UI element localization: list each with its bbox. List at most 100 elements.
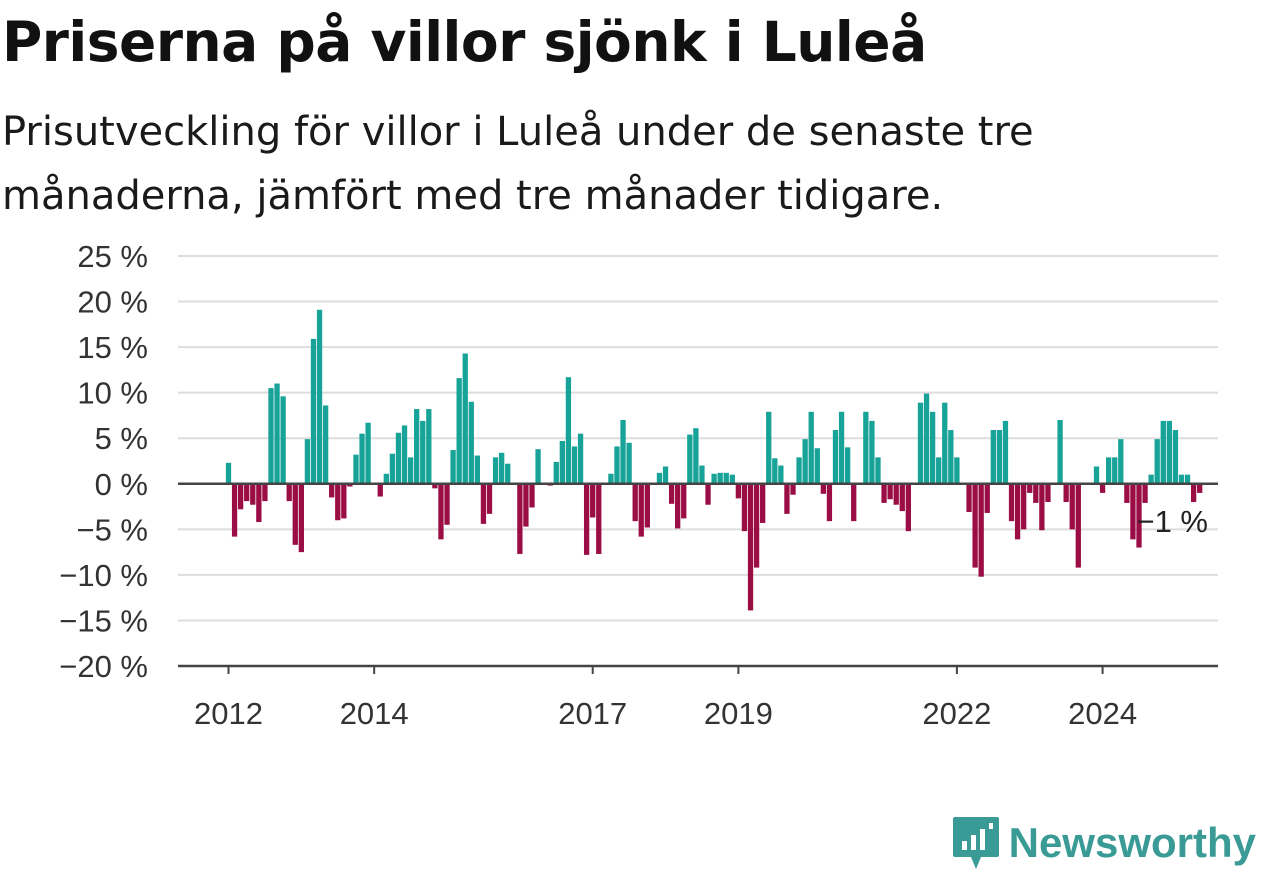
bar (529, 483, 535, 508)
bar (687, 434, 693, 484)
bar (820, 483, 827, 494)
bar (304, 439, 311, 484)
bar (407, 457, 414, 484)
bar (1124, 483, 1130, 503)
bar (723, 472, 729, 484)
bar (899, 483, 905, 512)
bar (1014, 483, 1021, 540)
bar (237, 483, 244, 510)
axes (178, 482, 1218, 668)
bar (444, 483, 450, 525)
bar (365, 422, 371, 484)
bar (875, 457, 881, 484)
bar (596, 483, 602, 554)
y-tick-label: 20 % (77, 285, 148, 320)
bar (1008, 483, 1015, 522)
bar (1190, 483, 1197, 502)
bar (632, 483, 638, 522)
bar (1045, 483, 1051, 502)
bar (784, 483, 790, 514)
bar (954, 457, 960, 484)
bar (450, 450, 456, 484)
bar (638, 483, 644, 537)
bar (923, 393, 930, 484)
bar (620, 420, 626, 484)
bar (838, 411, 845, 484)
bar (486, 483, 493, 514)
bar (420, 420, 426, 484)
bar (244, 483, 250, 502)
bar (760, 483, 766, 523)
bar (662, 466, 669, 484)
bar (705, 483, 711, 505)
bar (1172, 430, 1179, 484)
bar (1130, 483, 1136, 540)
bar (1033, 483, 1039, 503)
y-tick-label: 25 % (77, 239, 148, 274)
bar (389, 453, 396, 484)
chart-title: Priserna på villor sjönk i Luleå (2, 10, 927, 74)
bar (590, 483, 596, 518)
bar (808, 411, 814, 484)
bar (256, 483, 262, 523)
bar (1106, 457, 1112, 484)
bar (329, 483, 335, 498)
bar (948, 430, 954, 484)
y-tick-label: −20 % (59, 649, 148, 684)
bar (322, 405, 329, 484)
bar (523, 483, 529, 527)
y-tick-label: 10 % (77, 376, 148, 411)
bar (231, 483, 238, 537)
bar (401, 425, 408, 484)
newsworthy-logo-icon (952, 817, 999, 869)
bar (887, 483, 893, 500)
bar (869, 420, 875, 484)
bar (675, 483, 681, 529)
bar (851, 483, 857, 522)
bar (1148, 474, 1154, 484)
bar (565, 377, 572, 484)
bar (778, 465, 784, 484)
y-tick-label: 5 % (95, 421, 148, 456)
bar (1118, 439, 1124, 484)
bar (535, 449, 541, 484)
bar (747, 483, 754, 611)
y-tick-label: 0 % (95, 467, 148, 502)
bar (383, 473, 389, 484)
x-tick-label: 2024 (1068, 696, 1137, 730)
chart-subtitle: Prisutveckling för villor i Luleå under … (2, 109, 1034, 219)
bar (499, 452, 505, 484)
bar (863, 411, 869, 484)
x-axis-labels: 2012 2014 2017 2019 2022 2024 (194, 666, 1137, 730)
bar (1184, 474, 1191, 484)
bar (766, 411, 772, 484)
bar (741, 483, 748, 532)
bar (917, 402, 924, 484)
y-tick-label: 15 % (77, 330, 148, 365)
bar (978, 483, 984, 577)
bar (359, 433, 365, 484)
bar (699, 465, 705, 484)
bar (414, 409, 420, 484)
bar (1197, 483, 1203, 493)
bar (826, 483, 833, 522)
bar (353, 454, 359, 484)
bar (268, 388, 274, 484)
bar (341, 483, 347, 519)
x-tick-label: 2022 (922, 696, 991, 730)
bar (468, 401, 474, 484)
x-tick-label: 2014 (340, 696, 409, 730)
bar (1166, 420, 1172, 484)
bar (814, 448, 820, 484)
bar (1142, 483, 1148, 503)
bar (608, 473, 614, 484)
bar (1093, 466, 1100, 484)
bar (462, 353, 468, 484)
bar (626, 442, 632, 484)
x-tick-label: 2019 (704, 696, 773, 730)
bar (1057, 420, 1063, 484)
bar (456, 378, 462, 484)
x-tick-label: 2017 (558, 696, 627, 730)
brand: Newsworthy (951, 815, 1256, 871)
bar (347, 483, 353, 487)
